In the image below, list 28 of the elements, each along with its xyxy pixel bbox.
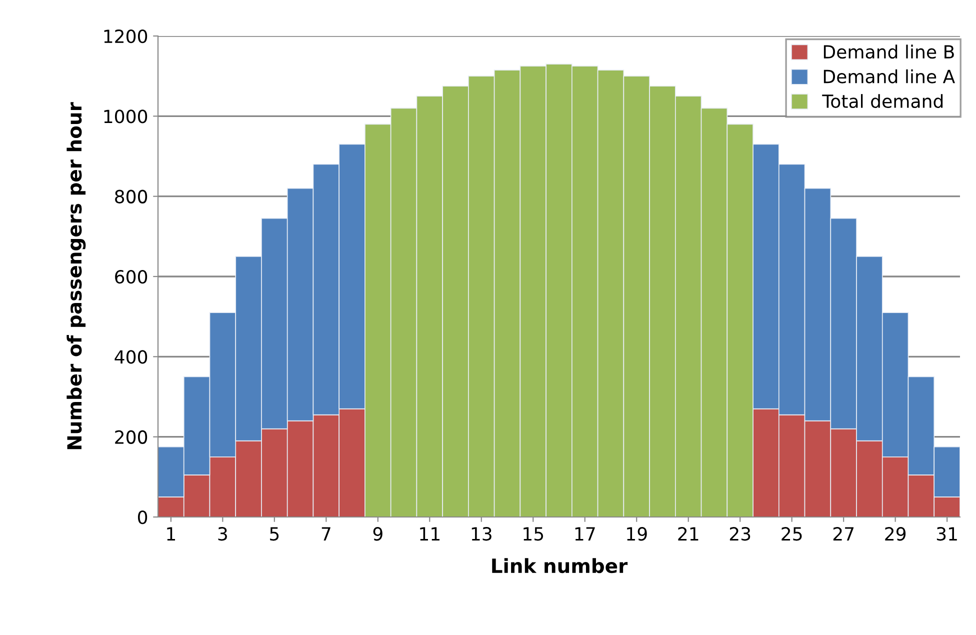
y-axis-title: Number of passengers per hour [66,102,86,450]
x-tick-label: 7 [322,527,330,540]
x-tick-label: 31 [936,527,957,541]
x-tick-label: 27 [833,527,854,540]
legend-label: Demand line B [824,44,954,59]
y-tick-label: 800 [115,190,148,204]
legend-label: Total demand [822,94,943,108]
x-tick-label: 15 [524,527,544,541]
y-tick-label: 600 [115,270,148,284]
x-tick-label: 5 [270,527,279,541]
y-tick-label: 0 [138,510,148,524]
y-tick-label: 1000 [104,110,148,124]
x-tick-label: 19 [627,527,647,541]
x-tick-label: 29 [885,527,906,541]
x-tick-label: 13 [472,527,492,541]
x-tick-label: 11 [420,527,440,540]
x-tick-label: 17 [575,527,595,540]
x-tick-label: 25 [782,527,802,541]
x-tick-label: 21 [678,527,698,540]
legend-label: Demand line A [824,69,955,84]
x-tick-label: 3 [218,527,227,541]
y-tick-label: 200 [115,430,148,444]
x-axis-title: Link number [492,558,628,574]
x-tick-label: 1 [167,527,176,540]
y-tick-label: 1200 [104,29,148,44]
x-tick-label: 23 [730,527,750,541]
x-tick-label: 9 [373,527,382,541]
y-tick-label: 400 [114,350,148,364]
